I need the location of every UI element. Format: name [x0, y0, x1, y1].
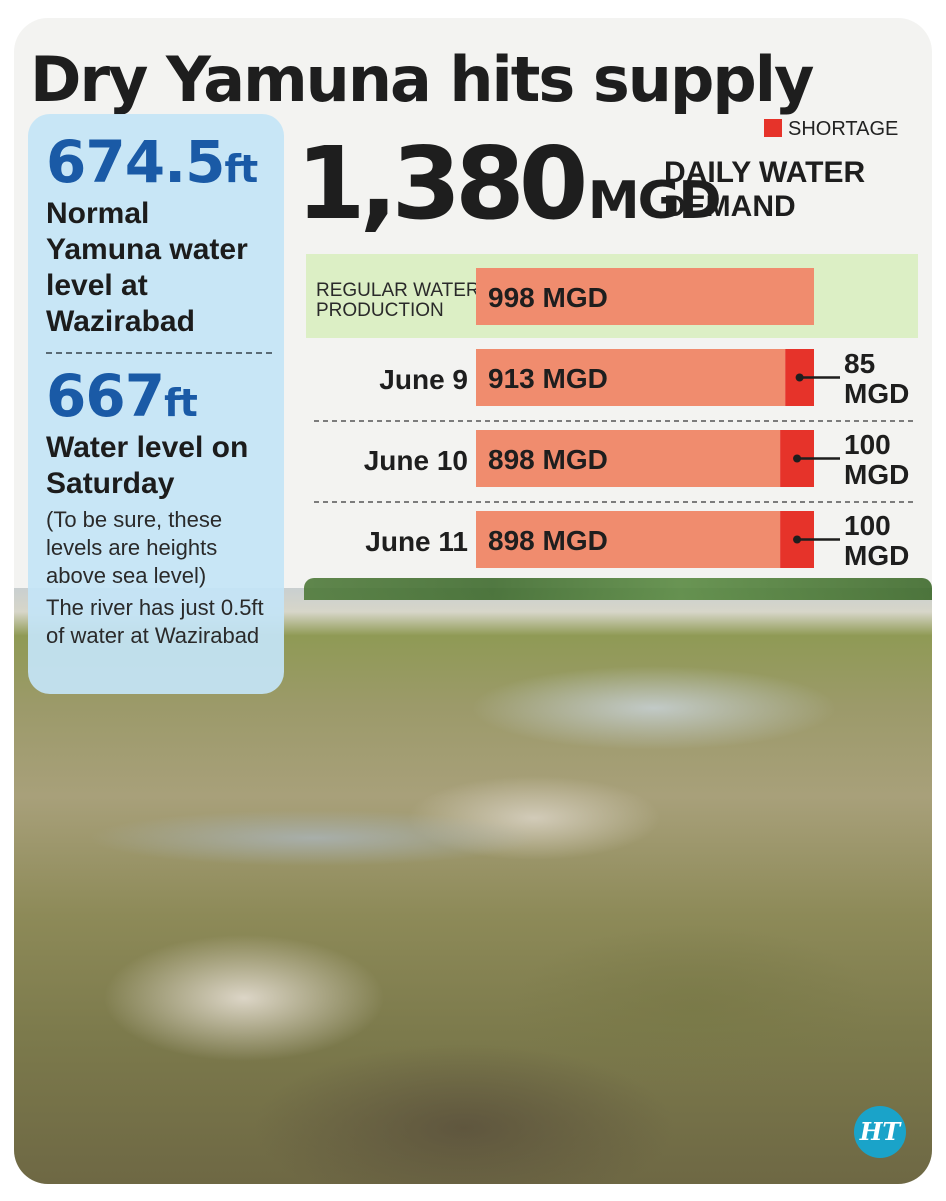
shortage-value-unit: MGD: [844, 378, 909, 409]
demand-label: DAILY WATER DEMAND: [664, 156, 866, 223]
ht-logo: HT: [854, 1106, 906, 1158]
production-bar: [476, 511, 781, 568]
demand-unit: MGD: [587, 171, 722, 231]
sea-level-note: (To be sure, these levels are heights ab…: [46, 507, 223, 588]
production-bar: [476, 268, 814, 325]
shortage-swatch: [764, 119, 782, 137]
normal-level-value: 674.5ft: [46, 128, 270, 196]
category-label: June 9: [379, 364, 468, 395]
normal-level-number: 674.5: [46, 128, 225, 196]
category-label-line2: PRODUCTION: [316, 300, 444, 321]
normal-level-unit: ft: [224, 147, 258, 191]
info-panel: 674.5ft Normal Yamuna water level at Waz…: [28, 114, 284, 694]
saturday-level-value: 667ft: [46, 362, 270, 430]
saturday-level-number: 667: [46, 362, 165, 430]
production-bar: [476, 430, 781, 487]
legend-shortage-label: SHORTAGE: [788, 118, 899, 140]
demand-number: 1,380: [296, 125, 588, 242]
shortage-value-unit: MGD: [844, 540, 909, 571]
production-value-label: 898 MGD: [488, 525, 608, 556]
production-value-label: 898 MGD: [488, 444, 608, 475]
river-depth-note: The river has just 0.5ft of water at Waz…: [46, 595, 264, 648]
category-label: June 11: [365, 526, 468, 557]
legend: SHORTAGE: [764, 118, 898, 141]
production-bar: [476, 349, 786, 406]
shortage-value-number: 100: [844, 510, 891, 541]
daily-demand-value: 1,380 MGD: [296, 124, 722, 244]
production-value-label: 998 MGD: [488, 282, 608, 313]
page-title: Dry Yamuna hits supply: [30, 43, 814, 116]
production-value-label: 913 MGD: [488, 363, 608, 394]
info-divider: [46, 352, 272, 354]
normal-level-label: Normal Yamuna water level at Wazirabad: [46, 197, 248, 338]
category-label-line1: REGULAR WATER: [316, 280, 480, 301]
category-label: June 10: [364, 445, 468, 476]
shortage-value-unit: MGD: [844, 459, 909, 490]
saturday-level-label: Water level on Saturday: [46, 431, 249, 500]
shortage-value-number: 85: [844, 348, 875, 379]
shortage-value-number: 100: [844, 429, 891, 460]
tree-line: [304, 578, 932, 600]
saturday-level-unit: ft: [164, 381, 198, 425]
